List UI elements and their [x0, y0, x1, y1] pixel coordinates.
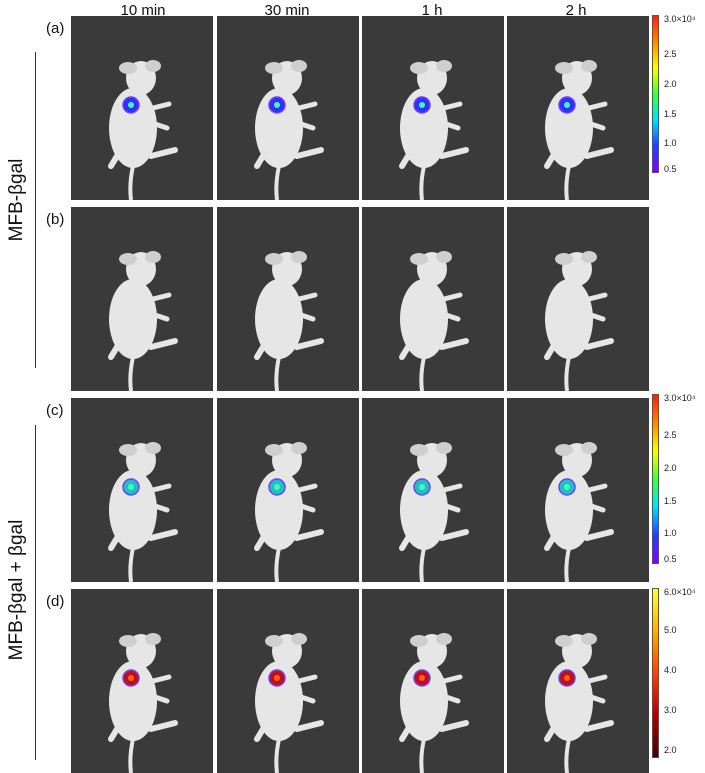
mouse-image [399, 251, 469, 391]
mouse-image [399, 442, 469, 582]
colorbar-tick: 2.0 [664, 745, 677, 755]
image-panel [217, 207, 359, 391]
image-panel [362, 589, 504, 773]
mouse-image [544, 442, 614, 582]
mouse-image [399, 60, 469, 200]
image-panel [217, 398, 359, 582]
colorbar-tick: 1.5 [664, 109, 677, 119]
signal-core [564, 675, 570, 681]
signal-core [274, 102, 280, 108]
image-panel [71, 16, 213, 200]
image-panel [71, 589, 213, 773]
column-header-10-min: 10 min [120, 2, 166, 19]
mouse-image [254, 60, 324, 200]
colorbar-tick: 1.0 [664, 528, 677, 538]
colorbar-tick: 4.0 [664, 665, 677, 675]
colorbar-gradient [652, 588, 659, 758]
mouse-image [108, 633, 178, 773]
mouse-image [544, 251, 614, 391]
colorbar-tick: 6.0×10⁴ [664, 587, 696, 597]
group-label-mfb-bgal-plus-bgal: MFB-βgal + βgal [6, 519, 27, 661]
column-header-1-h: 1 h [421, 2, 443, 19]
mouse-image [544, 60, 614, 200]
signal-core [128, 675, 134, 681]
colorbar-tick: 0.5 [664, 554, 677, 564]
signal-core [274, 484, 280, 490]
image-panel [217, 16, 359, 200]
colorbar-tick: 3.0×10⁴ [664, 393, 696, 403]
mouse-image [254, 442, 324, 582]
image-panel [507, 589, 649, 773]
image-panel [507, 207, 649, 391]
group-bracket-line [35, 52, 36, 368]
colorbar-tick: 0.5 [664, 164, 677, 174]
mouse-image [399, 633, 469, 773]
mouse-image [108, 442, 178, 582]
image-panel [507, 398, 649, 582]
signal-core [419, 484, 425, 490]
mouse-image [254, 251, 324, 391]
mouse-image [108, 251, 178, 391]
row-label-b: (b) [46, 211, 65, 228]
signal-core [419, 102, 425, 108]
image-panel [362, 207, 504, 391]
colorbar-tick: 5.0 [664, 625, 677, 635]
image-panel [71, 398, 213, 582]
signal-core [274, 675, 280, 681]
image-panel [71, 207, 213, 391]
colorbar-tick: 2.5 [664, 49, 677, 59]
colorbar-tick: 2.5 [664, 430, 677, 440]
mouse-image [108, 60, 178, 200]
colorbar-tick: 2.0 [664, 79, 677, 89]
colorbar-tick: 3.0 [664, 705, 677, 715]
colorbar-d: 6.0×10⁴ 5.0 4.0 3.0 2.0 [652, 588, 702, 758]
image-panel [362, 398, 504, 582]
signal-core [564, 102, 570, 108]
colorbar-tick: 1.5 [664, 496, 677, 506]
column-header-30-min: 30 min [264, 2, 310, 19]
colorbar-tick: 1.0 [664, 138, 677, 148]
signal-core [564, 484, 570, 490]
group-bracket-line [35, 425, 36, 760]
image-panel [217, 589, 359, 773]
signal-core [128, 484, 134, 490]
group-label-mfb-bgal: MFB-βgal [6, 158, 27, 242]
signal-core [419, 675, 425, 681]
row-label-a: (a) [46, 20, 65, 37]
colorbar-tick: 3.0×10⁴ [664, 14, 696, 24]
row-label-d: (d) [46, 593, 65, 610]
column-header-2-h: 2 h [565, 2, 587, 19]
image-panel [362, 16, 504, 200]
colorbar-a: 3.0×10⁴ 2.5 2.0 1.5 1.0 0.5 [652, 14, 702, 174]
colorbar-gradient [652, 15, 659, 173]
signal-core [128, 102, 134, 108]
row-label-c: (c) [46, 402, 64, 419]
colorbar-tick: 2.0 [664, 463, 677, 473]
colorbar-c: 3.0×10⁴ 2.5 2.0 1.5 1.0 0.5 [652, 394, 702, 564]
image-panel [507, 16, 649, 200]
mouse-image [254, 633, 324, 773]
mouse-image [544, 633, 614, 773]
colorbar-gradient [652, 394, 659, 564]
